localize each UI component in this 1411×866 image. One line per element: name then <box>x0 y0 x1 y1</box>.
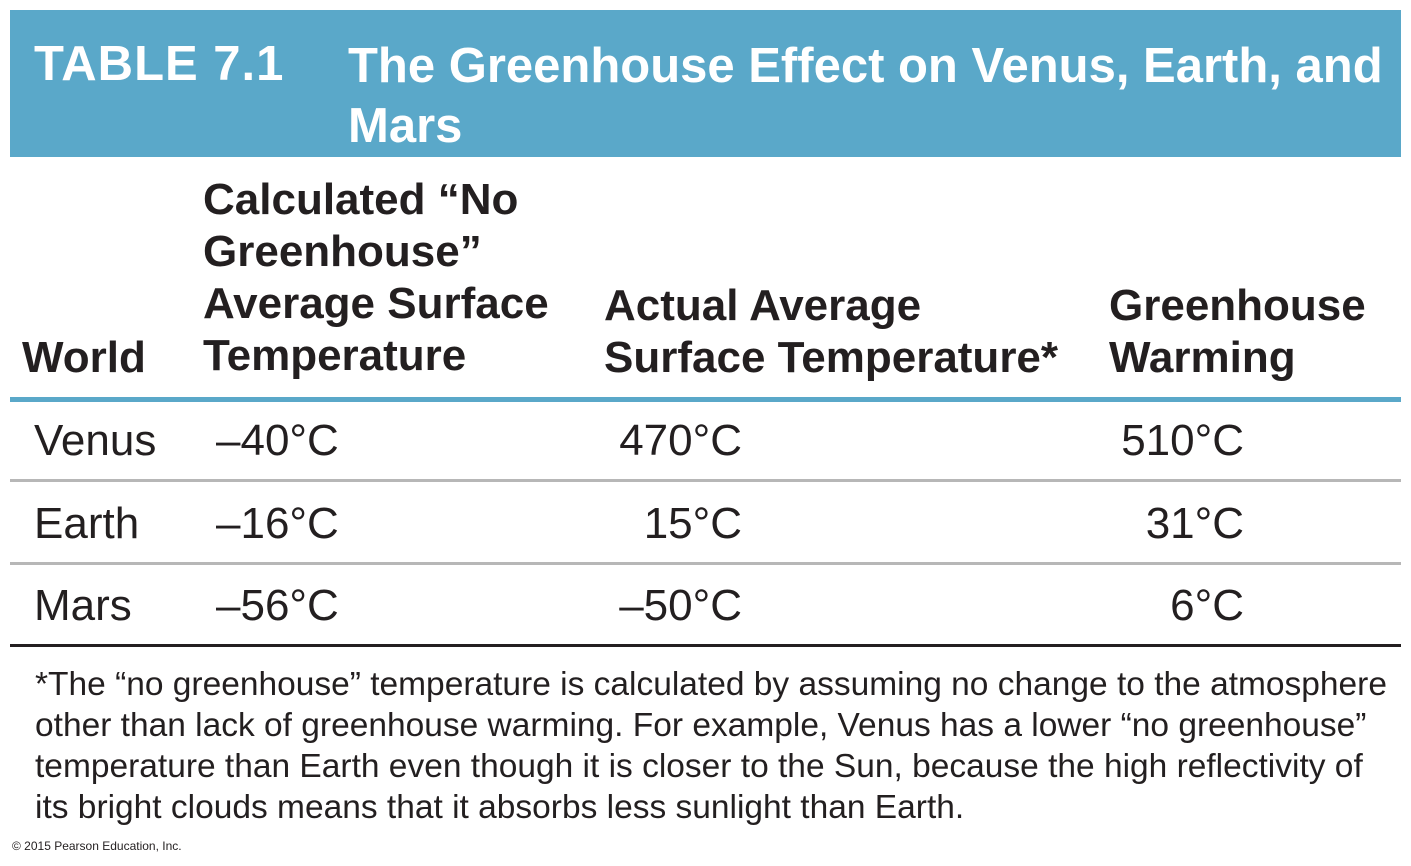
row-divider <box>10 562 1401 565</box>
table-row-earth-warming: 31°C <box>1145 499 1244 548</box>
column-header-actual-temperature: Actual Average Surface Temperature* <box>604 281 1059 382</box>
table-row-venus-no-greenhouse: –40°C <box>216 416 339 465</box>
table-row-mars-warming: 6°C <box>1170 581 1244 630</box>
table-row-mars-actual: –50°C <box>619 581 742 630</box>
copyright-notice: © 2015 Pearson Education, Inc. <box>12 839 182 853</box>
table-row-mars-world: Mars <box>34 581 132 630</box>
table-title-bar: TABLE 7.1 The Greenhouse Effect on Venus… <box>10 10 1401 157</box>
table-title: The Greenhouse Effect on Venus, Earth, a… <box>348 39 1383 153</box>
table-row-earth-world: Earth <box>34 499 140 548</box>
table-footnote: *The “no greenhouse” temperature is calc… <box>35 666 1387 826</box>
table-number: TABLE 7.1 <box>34 37 285 91</box>
table-row-mars-no-greenhouse: –56°C <box>216 581 339 630</box>
table-row-venus-world: Venus <box>34 416 157 465</box>
row-divider <box>10 479 1401 482</box>
header-divider <box>10 397 1401 402</box>
table-row-venus-actual: 470°C <box>619 416 742 465</box>
column-header-no-greenhouse-temperature: Calculated “No Greenhouse” Average Surfa… <box>203 175 549 380</box>
column-header-greenhouse-warming: Greenhouse Warming <box>1109 281 1366 382</box>
table-row-earth-actual: 15°C <box>643 499 742 548</box>
table-row-earth-no-greenhouse: –16°C <box>216 499 339 548</box>
table-row-venus-warming: 510°C <box>1121 416 1244 465</box>
table-bottom-rule <box>10 644 1401 647</box>
column-header-world: World <box>22 333 146 382</box>
